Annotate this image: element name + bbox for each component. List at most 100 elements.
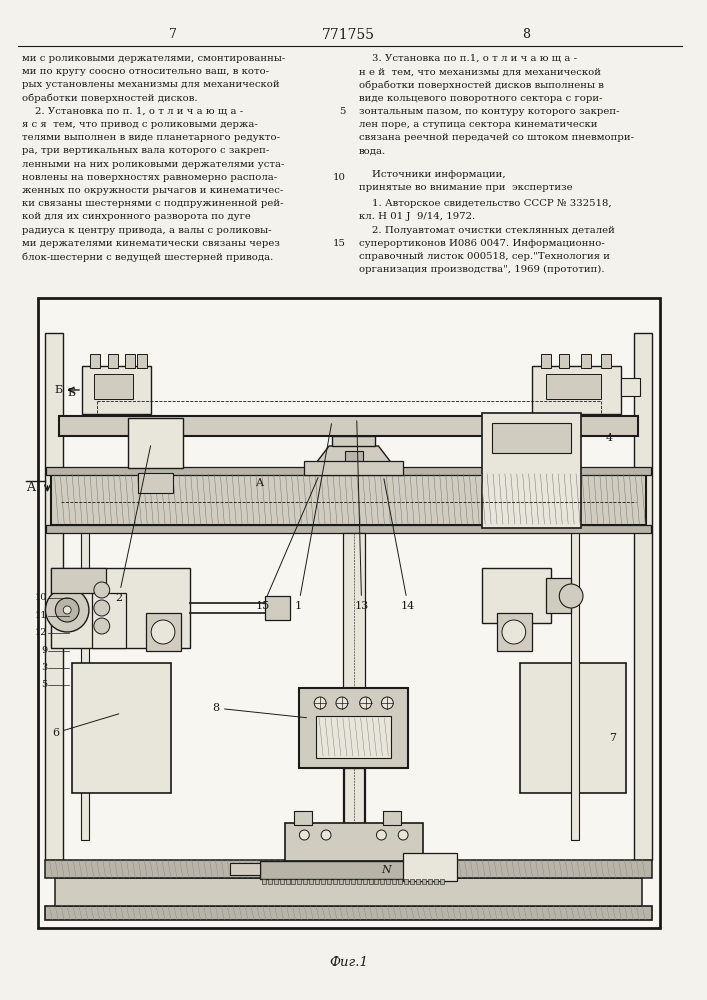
Bar [327,879,331,884]
Bar [440,879,444,884]
Bar [47,525,651,533]
Bar [55,878,642,906]
Bar [383,811,401,825]
Bar [520,663,626,793]
Text: 14: 14 [384,479,415,611]
Bar [45,860,652,878]
Text: 15: 15 [333,239,346,248]
Bar [274,879,278,884]
Text: ра, три вертикальных вала которого с закреп-: ра, три вертикальных вала которого с зак… [22,146,269,155]
Text: 8: 8 [212,703,307,718]
Text: виде кольцевого поворотного сектора с гори-: виде кольцевого поворотного сектора с го… [358,94,602,103]
Bar [422,879,426,884]
Bar [428,879,432,884]
Bar [332,436,375,446]
Bar [416,879,420,884]
Text: 5: 5 [41,680,47,689]
Circle shape [299,830,309,840]
Text: 13: 13 [354,421,369,611]
Circle shape [321,830,331,840]
Text: обработки поверхностей дисков.: обработки поверхностей дисков. [22,94,197,103]
Text: 6: 6 [52,714,119,738]
Text: A: A [255,478,263,488]
Bar [345,451,363,463]
Bar [47,467,651,475]
Text: 7: 7 [169,28,177,41]
Text: N: N [381,865,391,875]
Text: радиуса к центру привода, а валы с роликовы-: радиуса к центру привода, а валы с ролик… [22,226,271,235]
Bar [107,354,117,368]
Text: обработки поверхностей дисков выполнены в: обработки поверхностей дисков выполнены … [358,80,604,90]
Circle shape [376,830,386,840]
Text: Фиг.1: Фиг.1 [329,956,368,969]
Bar [363,879,367,884]
Bar [581,354,591,368]
Bar [304,461,403,475]
Bar [492,423,571,453]
Text: ми с роликовыми держателями, смонтированны-: ми с роликовыми держателями, смонтирован… [22,54,285,63]
Bar [339,879,343,884]
Bar [45,333,63,860]
Bar [497,613,532,651]
Circle shape [381,697,393,709]
Text: 1: 1 [295,424,332,611]
Bar [621,378,641,396]
Bar [601,354,611,368]
Text: лен поре, а ступица сектора кинематически: лен поре, а ступица сектора кинематическ… [358,120,597,129]
Circle shape [151,620,175,644]
Text: 7: 7 [609,733,616,743]
Circle shape [94,600,110,616]
Bar [316,716,391,758]
Circle shape [502,620,526,644]
Bar [380,879,385,884]
Bar [343,533,365,840]
Bar [315,879,319,884]
Circle shape [559,584,583,608]
Bar [547,374,601,399]
Bar [260,861,448,879]
Circle shape [45,588,89,632]
Text: организация производства", 1969 (прототип).: организация производства", 1969 (прототи… [358,265,604,274]
Bar [94,374,134,399]
Text: ми по кругу соосно относительно ваш, в кото-: ми по кругу соосно относительно ваш, в к… [22,67,269,76]
Bar [386,879,390,884]
Bar [265,596,290,620]
Bar [286,879,290,884]
Bar [82,366,151,414]
Text: зонтальным пазом, по контуру которого закреп-: зонтальным пазом, по контуру которого за… [358,107,619,116]
Bar [230,863,260,875]
Bar [72,663,171,793]
Bar [434,879,438,884]
Bar [285,823,423,861]
Text: суперортиконов И086 0047. Информационно-: суперортиконов И086 0047. Информационно- [358,239,604,248]
Bar [52,568,189,648]
Circle shape [360,697,372,709]
Bar [262,879,266,884]
Circle shape [336,697,348,709]
Text: 2. Полуавтомат очистки стеклянных деталей: 2. Полуавтомат очистки стеклянных детале… [358,226,614,235]
Bar [59,416,638,436]
Bar [309,879,313,884]
Text: A: A [25,481,35,494]
Bar [139,473,173,493]
Bar [146,613,181,651]
Text: 1. Авторское свидетельство СССР № 332518,: 1. Авторское свидетельство СССР № 332518… [358,199,612,208]
Bar [299,688,408,768]
Text: ми держателями кинематически связаны через: ми держателями кинематически связаны чер… [22,239,279,248]
Text: ленными на них роликовыми держателями уста-: ленными на них роликовыми держателями ус… [22,160,284,169]
Polygon shape [312,446,395,468]
Text: справочный листок 000518, сер."Технология и: справочный листок 000518, сер."Технологи… [358,252,609,261]
Bar [92,593,127,648]
Text: 3: 3 [41,663,47,672]
Text: 10: 10 [333,173,346,182]
Bar [571,530,579,840]
Bar [351,879,355,884]
Bar [52,568,106,593]
Bar [404,879,408,884]
Text: 10: 10 [35,593,47,602]
Bar [137,354,147,368]
Circle shape [63,606,71,614]
Bar [344,768,363,823]
Text: Источники информации,: Источники информации, [358,170,506,179]
Bar [392,879,396,884]
